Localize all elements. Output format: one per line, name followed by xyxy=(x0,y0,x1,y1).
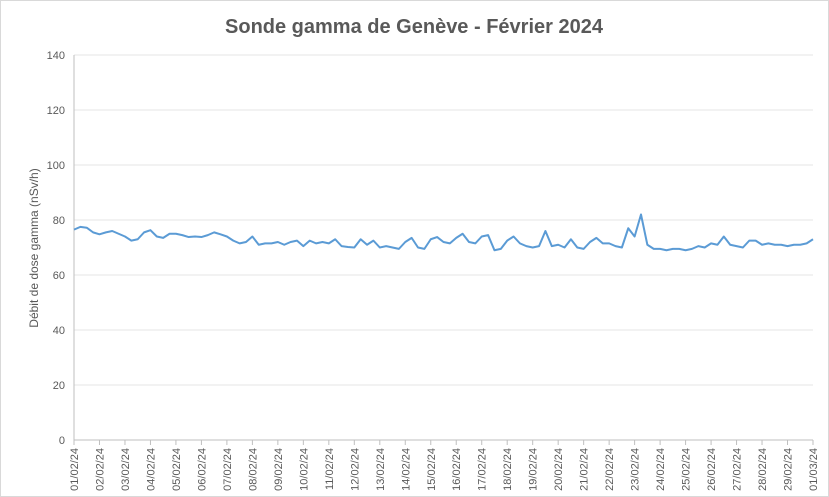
x-tick-label: 23/02/24 xyxy=(630,448,642,491)
y-tick-label: 40 xyxy=(53,325,65,337)
y-tick-label: 80 xyxy=(53,215,65,227)
x-tick-label: 17/02/24 xyxy=(477,448,489,491)
x-tick-label: 29/02/24 xyxy=(783,448,795,491)
y-tick-label: 140 xyxy=(47,50,65,62)
x-tick-label: 07/02/24 xyxy=(222,448,234,491)
data-line xyxy=(73,213,814,252)
x-tick-label: 24/02/24 xyxy=(655,448,667,491)
x-tick-label: 01/03/24 xyxy=(808,448,820,491)
x-tick-label: 08/02/24 xyxy=(247,448,259,491)
y-tick-label: 60 xyxy=(53,270,65,282)
y-tick-label: 20 xyxy=(53,380,65,392)
x-tick-label: 11/02/24 xyxy=(324,448,336,490)
y-tick-label: 0 xyxy=(59,435,65,447)
x-tick-label: 22/02/24 xyxy=(604,448,616,491)
x-tick-label: 21/02/24 xyxy=(579,448,591,491)
x-tick-label: 04/02/24 xyxy=(145,448,157,491)
x-tick-label: 15/02/24 xyxy=(426,448,438,491)
x-tick-label: 19/02/24 xyxy=(528,448,540,491)
x-tick-label: 03/02/24 xyxy=(120,448,132,491)
x-tick-label: 13/02/24 xyxy=(375,448,387,491)
x-tick-label: 05/02/24 xyxy=(171,448,183,491)
x-tick-label: 20/02/24 xyxy=(553,448,565,491)
x-tick-label: 12/02/24 xyxy=(349,448,361,491)
x-tick-label: 10/02/24 xyxy=(298,448,310,491)
x-tick-label: 26/02/24 xyxy=(706,448,718,491)
x-tick-label: 14/02/24 xyxy=(400,448,412,491)
x-tick-label: 01/02/24 xyxy=(69,448,81,491)
x-tick-label: 09/02/24 xyxy=(273,448,285,491)
x-tick-label: 28/02/24 xyxy=(757,448,769,491)
x-tick-label: 27/02/24 xyxy=(732,448,744,491)
chart-title: Sonde gamma de Genève - Février 2024 xyxy=(225,16,604,38)
y-tick-label: 100 xyxy=(47,160,65,172)
x-tick-label: 02/02/24 xyxy=(94,448,106,491)
x-tick-label: 16/02/24 xyxy=(451,448,463,491)
y-tick-label: 120 xyxy=(47,105,65,117)
x-tick-label: 06/02/24 xyxy=(196,448,208,491)
y-axis-label: Débit de dose gamma (nSv/h) xyxy=(27,168,41,327)
x-tick-label: 18/02/24 xyxy=(502,448,514,491)
x-tick-label: 25/02/24 xyxy=(681,448,693,491)
